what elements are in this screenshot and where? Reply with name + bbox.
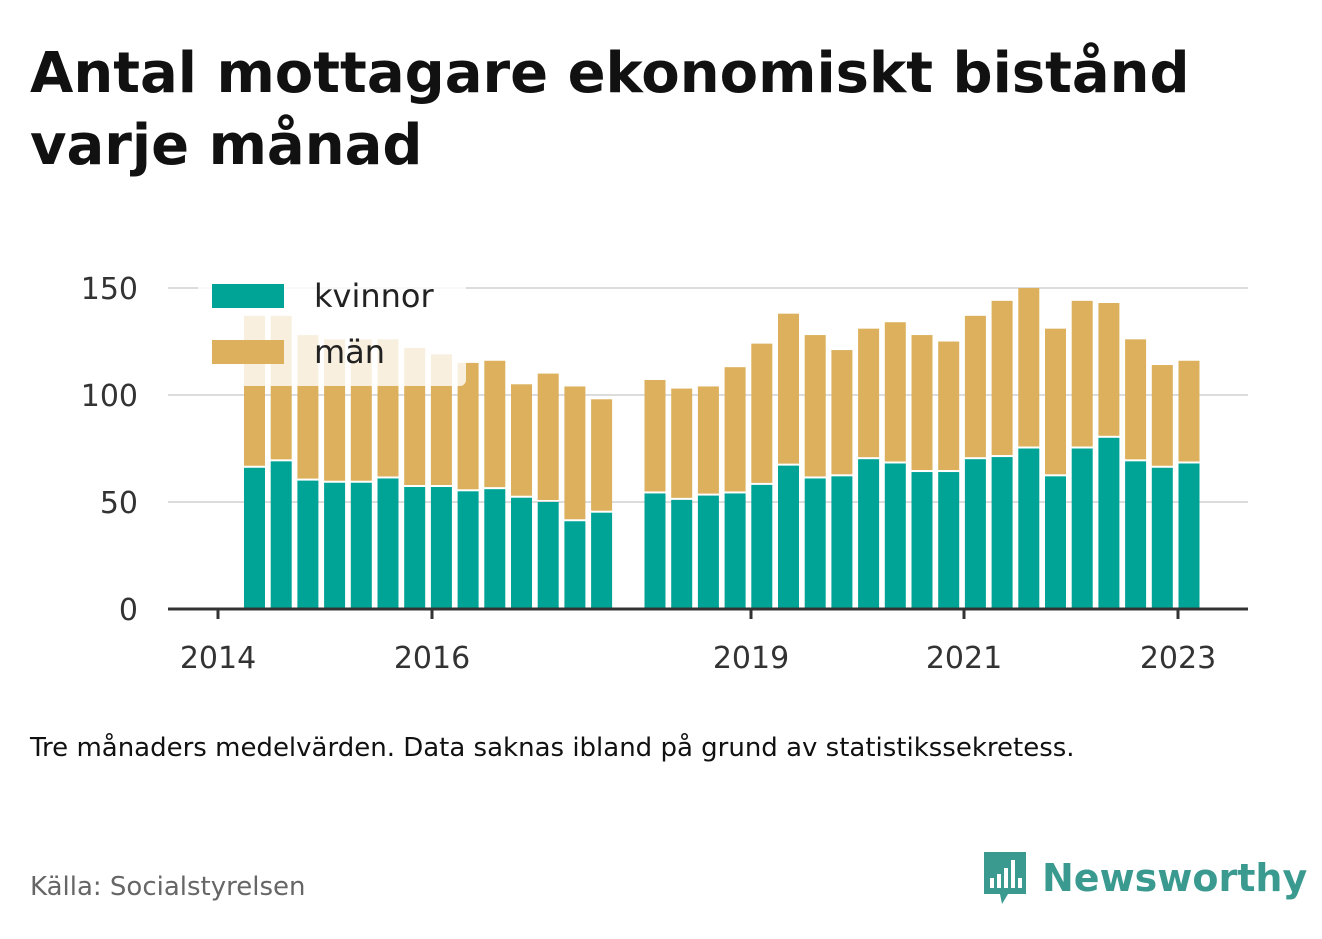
bar-kvinnor [991, 457, 1013, 609]
bar-kvinnor [244, 467, 265, 609]
x-tick-label: 2019 [713, 641, 789, 676]
bar-man [671, 388, 693, 498]
x-tick-label: 2014 [180, 641, 256, 676]
bar-kvinnor [564, 521, 586, 609]
chart-title: Antal mottagare ekonomiskt bistånd varje… [30, 41, 1190, 178]
bar-kvinnor [964, 459, 986, 609]
bar-kvinnor [1018, 448, 1040, 609]
x-tick-label: 2016 [394, 641, 470, 676]
newsworthy-logo-icon [984, 852, 1026, 904]
y-tick-label: 100 [81, 379, 138, 414]
bar-man [751, 343, 773, 483]
bar-kvinnor [430, 487, 452, 609]
bar-kvinnor [697, 495, 719, 609]
bar-man [804, 335, 826, 477]
legend-swatch-man [212, 340, 284, 364]
bar-kvinnor [350, 482, 372, 609]
bar-man [1098, 302, 1120, 436]
bar-kvinnor [858, 459, 880, 609]
bar-kvinnor [591, 512, 613, 609]
stacked-bar-chart: 0 50 100 150 2014 2016 2019 2021 2023 kvinnor män [81, 272, 1248, 676]
bar-kvinnor [751, 484, 773, 609]
bar-kvinnor [831, 476, 853, 609]
bar-man [457, 362, 479, 490]
bar-man [1125, 339, 1147, 460]
bar-kvinnor [1045, 476, 1066, 609]
bar-man [1045, 328, 1066, 475]
bar-kvinnor [324, 482, 346, 609]
bar-man [991, 300, 1013, 456]
bar-kvinnor [511, 497, 532, 609]
bar-kvinnor [457, 491, 479, 609]
bar-man [644, 380, 666, 492]
bar-man [1071, 300, 1093, 447]
bar-man [1018, 288, 1040, 447]
bar-man [831, 350, 853, 475]
bar-kvinnor [911, 472, 933, 609]
source-label: Källa: Socialstyrelsen [30, 872, 306, 902]
bar-kvinnor [297, 480, 319, 609]
bar-man [911, 335, 933, 471]
bar-man [884, 322, 906, 462]
bar-man [724, 367, 746, 492]
legend-label-man: män [314, 333, 385, 371]
newsworthy-logo: Newsworthy [980, 848, 1307, 908]
bar-man [591, 399, 613, 511]
bar-kvinnor [938, 472, 960, 609]
legend-swatch-kvinnor [212, 284, 284, 308]
bar-kvinnor [804, 478, 826, 609]
bar-man [938, 341, 960, 471]
bar-kvinnor [644, 493, 666, 609]
bar-kvinnor [724, 493, 746, 609]
bar-kvinnor [1071, 448, 1093, 609]
bar-man [484, 360, 506, 488]
y-tick-label: 150 [81, 272, 138, 307]
legend-label-kvinnor: kvinnor [314, 277, 435, 315]
bar-kvinnor [1098, 437, 1120, 609]
brand-name: Newsworthy [1042, 856, 1308, 900]
bar-kvinnor [1178, 463, 1200, 609]
bar-kvinnor [671, 499, 693, 609]
y-tick-label: 50 [100, 486, 138, 521]
bar-man [564, 386, 586, 520]
bar-kvinnor [270, 461, 292, 609]
bar-man [697, 386, 719, 494]
bar-man [1151, 365, 1173, 466]
bar-man [964, 315, 986, 458]
bar-man [537, 373, 559, 500]
bar-kvinnor [884, 463, 906, 609]
bar-kvinnor [1151, 467, 1173, 609]
bar-kvinnor [1125, 461, 1147, 609]
chart-note: Tre månaders medelvärden. Data saknas ib… [30, 733, 1075, 763]
bar-man [858, 328, 880, 458]
x-tick-label: 2021 [926, 641, 1002, 676]
bar-kvinnor [778, 465, 799, 609]
bar-man [1178, 360, 1200, 462]
bar-man [778, 313, 799, 464]
bar-kvinnor [484, 489, 506, 609]
bar-kvinnor [537, 502, 559, 609]
bar-kvinnor [404, 487, 426, 609]
bar-man [430, 354, 452, 486]
bar-man [511, 384, 532, 496]
bar-kvinnor [377, 478, 399, 609]
x-tick-label: 2023 [1140, 641, 1216, 676]
y-tick-label: 0 [119, 593, 138, 628]
